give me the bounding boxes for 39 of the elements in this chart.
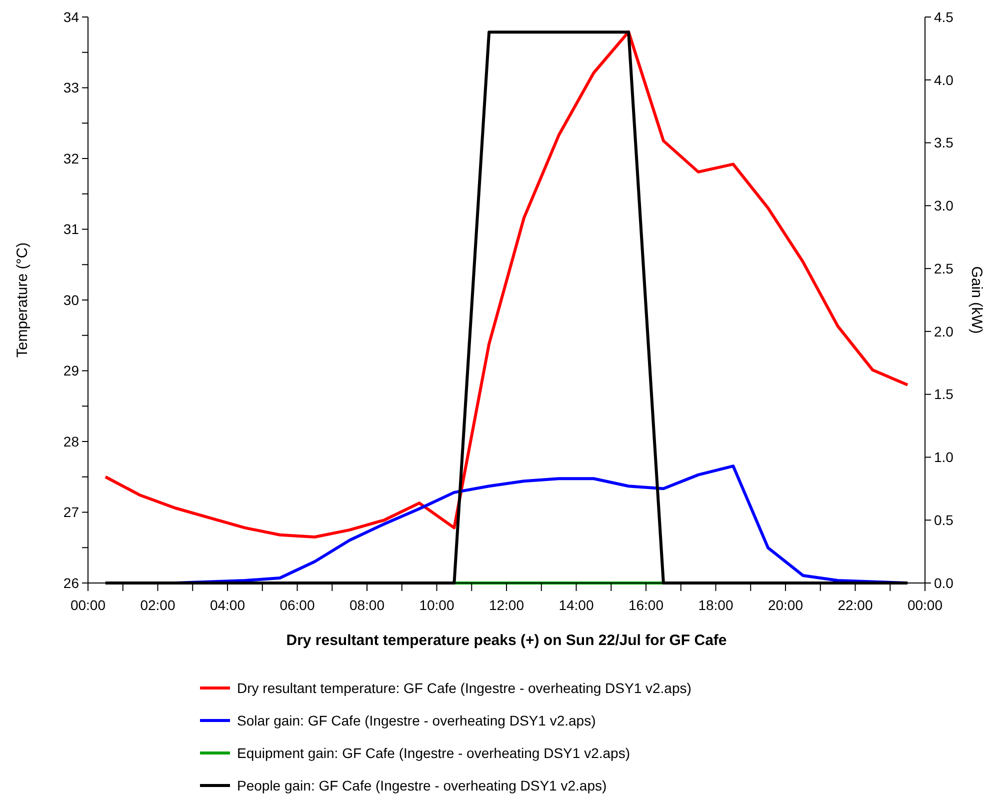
y2-tick-label: 4.0 (934, 72, 954, 88)
legend-label: People gain: GF Cafe (Ingestre - overheating DSY1 v2.aps) (237, 777, 607, 794)
y2-tick-label: 3.5 (934, 134, 954, 151)
y-tick-label: 34 (63, 8, 80, 25)
x-tick-label: 14:00 (558, 597, 594, 613)
y-axis-title: Temperature (°C) (14, 242, 31, 358)
y2-tick-label: 2.0 (934, 323, 954, 340)
x-tick-label: 08:00 (349, 597, 385, 613)
y-tick-label: 31 (63, 221, 80, 238)
y-tick-label: 28 (63, 433, 80, 450)
x-tick-label: 00:00 (907, 597, 943, 613)
y-tick-label: 30 (63, 292, 80, 308)
x-tick-label: 04:00 (210, 597, 246, 613)
y2-tick-label: 0.0 (934, 574, 954, 591)
x-tick-label: 02:00 (140, 597, 176, 613)
y2-tick-label: 4.5 (934, 8, 954, 25)
y2-axis-title: Gain (kW) (968, 266, 985, 334)
y2-tick-label: 2.5 (934, 260, 954, 276)
legend-label: Equipment gain: GF Cafe (Ingestre - overheating DSY1 v2.aps) (237, 744, 630, 761)
x-tick-label: 22:00 (838, 597, 873, 613)
x-tick-label: 10:00 (419, 597, 454, 613)
x-axis-title: Dry resultant temperature peaks (+) on Sun 22/Jul for GF Cafe (286, 632, 727, 649)
y2-tick-label: 1.5 (934, 386, 954, 402)
x-tick-label: 00:00 (70, 597, 106, 613)
y-tick-label: 33 (63, 80, 80, 96)
legend-label: Dry resultant temperature: GF Cafe (Ingestre - overheating DSY1 v2.aps) (237, 680, 692, 696)
y-tick-label: 27 (63, 504, 80, 520)
y-tick-label: 26 (63, 574, 80, 591)
legend-label: Solar gain: GF Cafe (Ingestre - overheating DSY1 v2.aps) (237, 712, 596, 728)
y2-tick-label: 1.0 (934, 449, 954, 466)
x-tick-label: 12:00 (488, 597, 524, 613)
x-tick-label: 18:00 (698, 597, 734, 613)
y2-tick-label: 3.0 (934, 198, 954, 214)
y-tick-label: 32 (63, 150, 80, 166)
x-tick-label: 06:00 (280, 597, 315, 613)
x-tick-label: 20:00 (768, 597, 804, 613)
x-tick-label: 16:00 (628, 597, 664, 613)
y2-tick-label: 0.5 (934, 512, 954, 528)
y-tick-label: 29 (63, 362, 80, 379)
